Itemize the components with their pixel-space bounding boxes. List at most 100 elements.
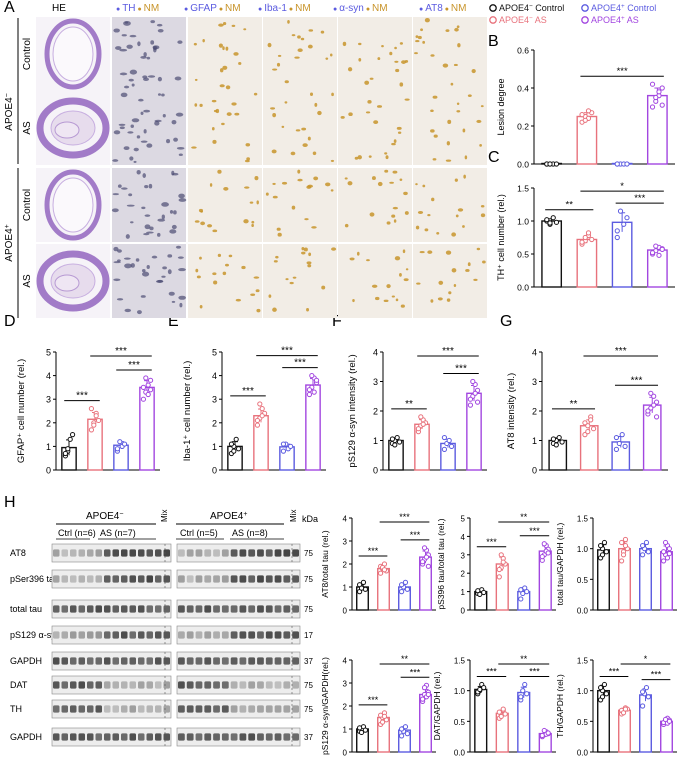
blot-band	[163, 631, 170, 639]
row-label-control: Control	[22, 189, 33, 221]
stained-cell	[212, 229, 218, 233]
data-point	[640, 689, 646, 695]
blot-band	[178, 575, 185, 583]
blot-band	[146, 575, 153, 583]
y-tick-label: 0.0	[517, 160, 529, 170]
blot-mix-label: Mix	[289, 510, 298, 522]
stained-cell	[352, 298, 355, 303]
marker-label: α-syn	[339, 3, 364, 14]
significance-label: ***	[76, 391, 88, 402]
data-point	[603, 549, 609, 555]
y-axis-label: TH/GAPDH (rel.)	[555, 674, 565, 738]
y-tick-label: 4	[343, 515, 348, 524]
data-point	[69, 432, 76, 438]
blot-band	[239, 705, 247, 713]
data-point	[140, 384, 147, 390]
data-point	[619, 558, 625, 564]
stained-cell	[306, 261, 312, 265]
y-tick-label: 0.0	[454, 749, 466, 758]
stained-cell	[115, 46, 122, 51]
blot-band	[112, 575, 119, 583]
y-tick-label: 0.5	[517, 250, 529, 260]
stained-cell	[161, 202, 169, 207]
stained-cell	[153, 47, 157, 53]
stained-cell	[430, 54, 435, 57]
stained-cell	[223, 187, 229, 191]
column-header-0: HE	[52, 3, 66, 14]
data-point	[579, 112, 585, 118]
blot-kda-value: 75	[304, 681, 313, 690]
blot-band	[274, 575, 282, 583]
label-suffix: AS	[625, 15, 639, 25]
data-point	[559, 439, 565, 445]
y-tick-label: 3	[343, 538, 348, 547]
stained-cell	[420, 28, 423, 32]
blot-band	[78, 575, 85, 583]
blot-band	[61, 733, 68, 741]
stained-cell	[253, 92, 258, 96]
data-point	[498, 713, 504, 720]
stained-cell	[127, 131, 134, 134]
label-base: APOE4	[591, 15, 621, 25]
stained-cell	[377, 57, 381, 61]
data-point	[145, 382, 151, 388]
blot-band	[274, 705, 282, 713]
panel-letter-A: A	[4, 0, 15, 16]
stained-cell	[157, 232, 161, 237]
y-tick-label: 5	[46, 348, 51, 358]
tile-bg	[188, 244, 262, 318]
stained-cell	[455, 214, 459, 218]
data-point	[421, 545, 428, 551]
blot-band	[283, 631, 291, 639]
marker-dot-icon: ●	[116, 6, 122, 13]
y-tick-label: 0.0	[577, 749, 589, 758]
stained-cell	[191, 146, 197, 149]
data-point	[448, 443, 455, 449]
micrograph-tile	[263, 17, 337, 91]
stained-cell	[365, 111, 371, 114]
blot-band	[213, 657, 220, 665]
stained-cell	[371, 284, 378, 288]
stained-cell	[321, 285, 326, 290]
stained-cell	[217, 253, 222, 258]
y-tick-label: 0.5	[454, 718, 466, 727]
significance-label: ***	[529, 667, 540, 677]
data-point	[421, 685, 428, 691]
stained-cell	[133, 160, 137, 163]
blot-band	[78, 705, 85, 713]
stained-cell	[415, 225, 420, 230]
stained-cell	[391, 295, 395, 298]
label-superscript: −	[119, 511, 123, 518]
stained-cell	[467, 262, 471, 267]
stained-cell	[430, 129, 435, 133]
stained-cell	[386, 221, 391, 225]
blot-strip	[51, 543, 301, 563]
blot-band	[112, 631, 119, 639]
stained-cell	[157, 93, 162, 96]
stained-cell	[218, 43, 223, 48]
data-point	[648, 390, 654, 396]
blot-band	[155, 631, 162, 639]
blot-band	[121, 605, 128, 613]
y-axis-label: pS396 tau/total tau (rel.)	[436, 518, 446, 609]
stained-cell	[238, 62, 242, 65]
blot-band	[95, 605, 102, 613]
stained-cell	[325, 57, 329, 60]
y-tick-label: 0	[343, 607, 348, 616]
blot-band	[112, 681, 119, 689]
blot-band	[265, 631, 273, 639]
blot-band	[138, 605, 145, 613]
stained-cell	[437, 297, 443, 301]
legend-item-2: APOE4− AS	[499, 15, 547, 26]
data-point	[589, 236, 595, 243]
panel-letter-D: D	[4, 313, 16, 330]
stained-cell	[424, 228, 429, 232]
stained-cell	[281, 181, 288, 185]
blot-band	[248, 681, 256, 689]
blot-band	[146, 631, 153, 639]
bar	[576, 238, 598, 288]
significance-label: **	[520, 654, 528, 664]
stained-cell	[234, 112, 240, 116]
stained-cell	[119, 48, 128, 52]
blot-band	[213, 549, 220, 557]
